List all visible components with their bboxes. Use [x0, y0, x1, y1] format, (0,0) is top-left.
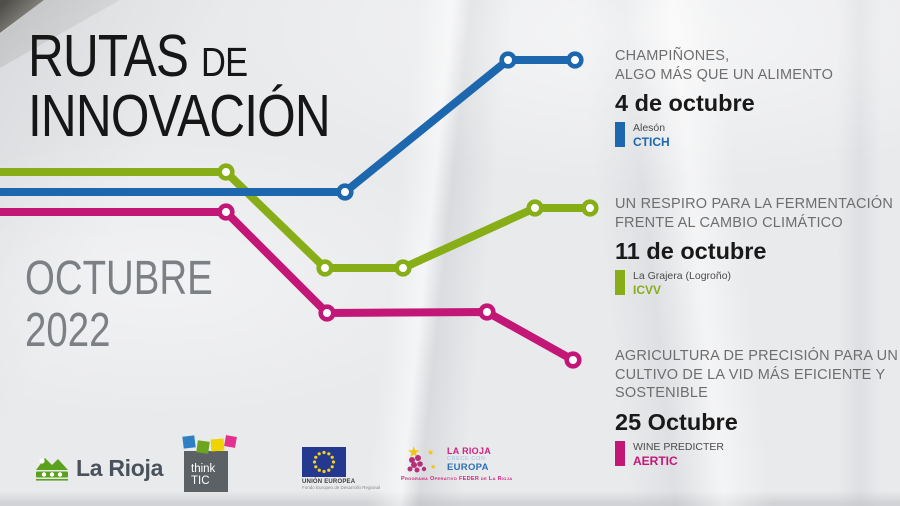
- color-bar: [615, 122, 625, 148]
- event-title-line: ALGO MÁS QUE UN ALIMENTO: [615, 66, 834, 83]
- event-venue: WINE PREDICTER: [633, 440, 725, 453]
- eu-star-icon: [330, 465, 334, 469]
- thinktic-square-blue-icon: [182, 435, 196, 449]
- event-title-line: CULTIVO DE LA VID MÁS EFICIENTE Y: [615, 366, 886, 383]
- event-venue: Alesón: [633, 122, 666, 135]
- station-green-3: [394, 259, 412, 277]
- logo-union-europea: UNIÓN EUROPEA Fondo Europeo de Desarroll…: [302, 447, 381, 490]
- event-title: AGRICULTURA DE PRECISIÓN PARA UN CULTIVO…: [615, 347, 900, 403]
- color-bar: [615, 440, 625, 466]
- color-bar: [615, 270, 625, 296]
- event-org: CTICH: [633, 135, 670, 150]
- event-title-line: UN RESPIRO PARA LA FERMENTACIÓN: [615, 196, 893, 212]
- thinktic-square-pink-icon: [224, 435, 237, 448]
- feder-line-crece-con: CRECE CON: [447, 455, 486, 462]
- station-blue-1: [336, 183, 354, 201]
- station-blue-3: [566, 51, 584, 69]
- thinktic-box: think TIC: [184, 451, 228, 492]
- event-title-line: SOSTENIBLE: [615, 385, 709, 402]
- svg-text:★: ★: [427, 448, 434, 457]
- event-legend: La Grajera (Logroño) ICVV: [615, 270, 900, 297]
- event-legend: WINE PREDICTER AERTIC: [615, 440, 900, 468]
- route-line-green: [0, 168, 590, 272]
- station-green-2: [316, 259, 334, 277]
- subtitle-year: 2022: [25, 304, 111, 357]
- event-date: 11 de octubre: [615, 238, 767, 265]
- station-magenta-3: [478, 303, 496, 321]
- event-org: ICVV: [633, 283, 662, 298]
- event-title-line: FRENTE AL CAMBIO CLIMÁTICO: [615, 214, 843, 231]
- station-magenta-2: [318, 304, 336, 322]
- page-title: RUTAS DE INNOVACIÓN: [28, 27, 387, 149]
- eu-sublabel: Fondo Europeo de Desarrollo Regional: [302, 485, 381, 490]
- logo-think-tic: think TIC: [182, 435, 239, 494]
- event-org: AERTIC: [633, 453, 678, 468]
- eu-star-icon: [314, 455, 318, 459]
- thinktic-label-think: think: [191, 463, 216, 475]
- station-green-1: [217, 163, 235, 181]
- event-venue: La Grajera (Logroño): [633, 270, 732, 283]
- subtitle-month-year: OCTUBRE 2022: [25, 253, 260, 357]
- la-rioja-mountains-icon: [36, 458, 68, 481]
- grapes-stars-icon: ★ ★ ★: [407, 444, 436, 473]
- event-card-agricultura: AGRICULTURA DE PRECISIÓN PARA UN CULTIVO…: [615, 347, 900, 468]
- eu-star-icon: [312, 460, 317, 464]
- event-date: 4 de octubre: [615, 90, 755, 117]
- feder-line-europa: EUROPA: [447, 461, 489, 473]
- subtitle-month: OCTUBRE: [25, 252, 213, 305]
- event-card-champinones: CHAMPIÑONES, ALGO MÁS QUE UN ALIMENTO 4 …: [615, 47, 900, 149]
- feder-program-label: Programa Operativo FEDER de La Rioja: [401, 476, 513, 482]
- eu-star-icon: [317, 468, 321, 472]
- la-rioja-label: La Rioja: [76, 454, 164, 481]
- station-green-4: [526, 199, 544, 217]
- thinktic-label-tic: TIC: [191, 475, 210, 487]
- eu-star-icon: [317, 452, 321, 456]
- title-word-rutas: RUTAS: [28, 23, 189, 89]
- title-word-innovacion: INNOVACIÓN: [28, 83, 331, 149]
- eu-flag-icon: [302, 447, 346, 477]
- eu-star-icon: [331, 460, 336, 464]
- eu-star-icon: [322, 469, 326, 474]
- event-date: 25 Octubre: [615, 408, 738, 435]
- event-title-line: CHAMPIÑONES,: [615, 48, 730, 64]
- event-legend: Alesón CTICH: [615, 122, 900, 149]
- thinktic-square-green-icon: [196, 440, 210, 454]
- event-title: CHAMPIÑONES, ALGO MÁS QUE UN ALIMENTO: [615, 47, 900, 84]
- eu-star-icon: [327, 468, 331, 472]
- title-word-de: DE: [201, 39, 248, 85]
- route-line-blue: [0, 56, 575, 196]
- event-title-line: AGRICULTURA DE PRECISIÓN PARA UN: [615, 348, 899, 364]
- thinktic-square-yellow-icon: [210, 438, 225, 452]
- feder-line-la-rioja: LA RIOJA: [447, 445, 492, 456]
- eu-star-icon: [327, 452, 331, 456]
- eu-star-icon: [314, 465, 318, 469]
- station-blue-2: [499, 51, 517, 69]
- station-magenta-4: [564, 351, 582, 369]
- eu-star-icon: [330, 455, 334, 459]
- logo-feder-la-rioja: ★ ★ ★ LA RIOJA CRECE CON EUROPA Programa…: [401, 444, 512, 482]
- eu-star-icon: [322, 450, 326, 455]
- station-green-5: [581, 199, 599, 217]
- event-title: UN RESPIRO PARA LA FERMENTACIÓN FRENTE A…: [615, 195, 900, 232]
- svg-text:★: ★: [430, 463, 436, 471]
- event-card-fermentacion: UN RESPIRO PARA LA FERMENTACIÓN FRENTE A…: [615, 195, 900, 297]
- eu-label: UNIÓN EUROPEA: [302, 479, 356, 485]
- logo-la-rioja: La Rioja: [35, 453, 163, 483]
- station-magenta-1: [217, 203, 235, 221]
